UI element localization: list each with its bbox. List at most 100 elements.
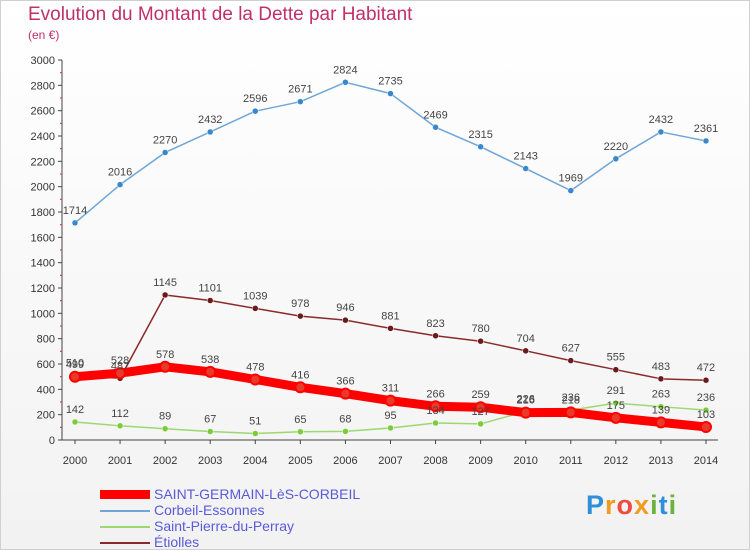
logo-letter: o <box>616 490 635 520</box>
data-label-3: 487 <box>111 360 129 372</box>
y-tick-label: 3000 <box>31 55 55 67</box>
legend-swatch <box>100 526 150 528</box>
logo-letter: i <box>650 490 659 520</box>
data-label-0: 216 <box>517 395 535 407</box>
logo-letter: i <box>668 490 678 520</box>
data-label-3: 978 <box>291 298 309 310</box>
data-label-1: 2469 <box>423 109 447 121</box>
y-tick-label: 2200 <box>31 156 55 168</box>
x-tick-label: 2002 <box>153 455 177 467</box>
series-point-3 <box>702 376 710 384</box>
series-point-1 <box>206 128 214 136</box>
proxiti-logo: Proxiti <box>586 490 677 521</box>
series-point-0 <box>114 367 127 380</box>
y-tick-label: 400 <box>37 384 55 396</box>
series-point-3 <box>567 357 575 364</box>
series-point-2 <box>116 422 124 430</box>
data-label-2: 127 <box>471 406 489 418</box>
series-point-0 <box>429 400 442 413</box>
x-tick-label: 2005 <box>288 455 312 467</box>
data-label-0: 103 <box>697 409 715 421</box>
series-point-0 <box>249 373 262 386</box>
y-tick-label: 2600 <box>31 106 55 118</box>
data-label-1: 2315 <box>468 129 492 141</box>
x-tick-label: 2014 <box>694 455 718 467</box>
series-point-0 <box>339 387 352 400</box>
data-label-0: 499 <box>66 359 84 371</box>
data-label-1: 2824 <box>333 64 357 76</box>
series-point-0 <box>654 416 667 429</box>
data-label-3: 483 <box>652 361 670 373</box>
legend-label: Saint-Pierre-du-Perray <box>154 518 295 534</box>
series-point-0 <box>609 411 622 424</box>
y-tick-label: 1600 <box>31 232 55 244</box>
series-point-2 <box>342 428 349 435</box>
series-point-3 <box>297 312 304 320</box>
data-label-2: 226 <box>517 393 535 405</box>
data-label-1: 2270 <box>153 134 177 146</box>
series-point-1 <box>297 98 304 105</box>
series-point-3 <box>387 325 394 332</box>
data-label-1: 1714 <box>63 205 87 217</box>
logo-letter: x <box>634 490 651 520</box>
series-point-3 <box>161 291 169 299</box>
series-point-3 <box>522 347 529 355</box>
y-tick-label: 600 <box>37 359 55 371</box>
data-label-2: 65 <box>294 414 306 426</box>
series-point-1 <box>342 79 349 86</box>
series-point-2 <box>297 428 304 436</box>
data-label-0: 538 <box>201 354 219 366</box>
x-tick-label: 2011 <box>559 455 583 467</box>
data-label-3: 472 <box>697 362 715 374</box>
x-tick-label: 2006 <box>333 455 357 467</box>
logo-letter: t <box>658 490 669 520</box>
data-label-1: 2432 <box>649 114 673 126</box>
data-label-3: 780 <box>471 323 489 335</box>
data-label-2: 95 <box>384 410 396 422</box>
x-tick-label: 2007 <box>378 455 402 467</box>
data-label-1: 2361 <box>694 123 718 135</box>
data-label-3: 823 <box>426 318 444 330</box>
data-label-2: 291 <box>607 385 625 397</box>
series-point-2 <box>252 430 259 437</box>
data-label-2: 67 <box>204 414 216 426</box>
x-tick-label: 2009 <box>468 455 492 467</box>
data-label-2: 236 <box>562 392 580 404</box>
data-label-3: 1101 <box>198 283 222 295</box>
series-point-2 <box>387 424 394 432</box>
series-point-3 <box>477 337 484 345</box>
data-label-0: 578 <box>156 349 174 361</box>
series-point-1 <box>612 155 620 163</box>
series-point-1 <box>522 165 529 172</box>
series-point-2 <box>657 403 665 410</box>
data-label-1: 2143 <box>513 151 537 163</box>
series-point-3 <box>206 297 214 304</box>
data-label-2: 89 <box>159 411 171 423</box>
series-point-1 <box>116 181 124 188</box>
series-point-1 <box>387 90 394 97</box>
data-label-3: 1145 <box>153 277 177 289</box>
data-label-0: 218 <box>562 394 580 406</box>
data-label-1: 2671 <box>288 84 312 96</box>
series-point-3 <box>612 366 620 373</box>
series-point-1 <box>71 219 79 227</box>
data-label-3: 704 <box>517 333 535 345</box>
series-point-2 <box>432 419 439 427</box>
series-point-0 <box>159 360 172 373</box>
series-point-3 <box>432 332 439 340</box>
data-label-3: 881 <box>381 310 399 322</box>
x-tick-label: 2008 <box>423 455 447 467</box>
legend-swatch <box>100 490 150 499</box>
data-label-3: 946 <box>336 302 354 314</box>
series-point-1 <box>252 107 259 115</box>
legend-swatch <box>100 542 150 544</box>
data-label-2: 142 <box>66 404 84 416</box>
data-label-2: 134 <box>426 405 444 417</box>
x-tick-label: 2012 <box>604 455 628 467</box>
x-tick-label: 2013 <box>649 455 673 467</box>
y-tick-label: 1400 <box>31 258 55 270</box>
y-tick-label: 1800 <box>31 207 55 219</box>
series-point-2 <box>71 418 79 426</box>
series-point-2 <box>206 428 214 435</box>
data-label-0: 266 <box>426 388 444 400</box>
